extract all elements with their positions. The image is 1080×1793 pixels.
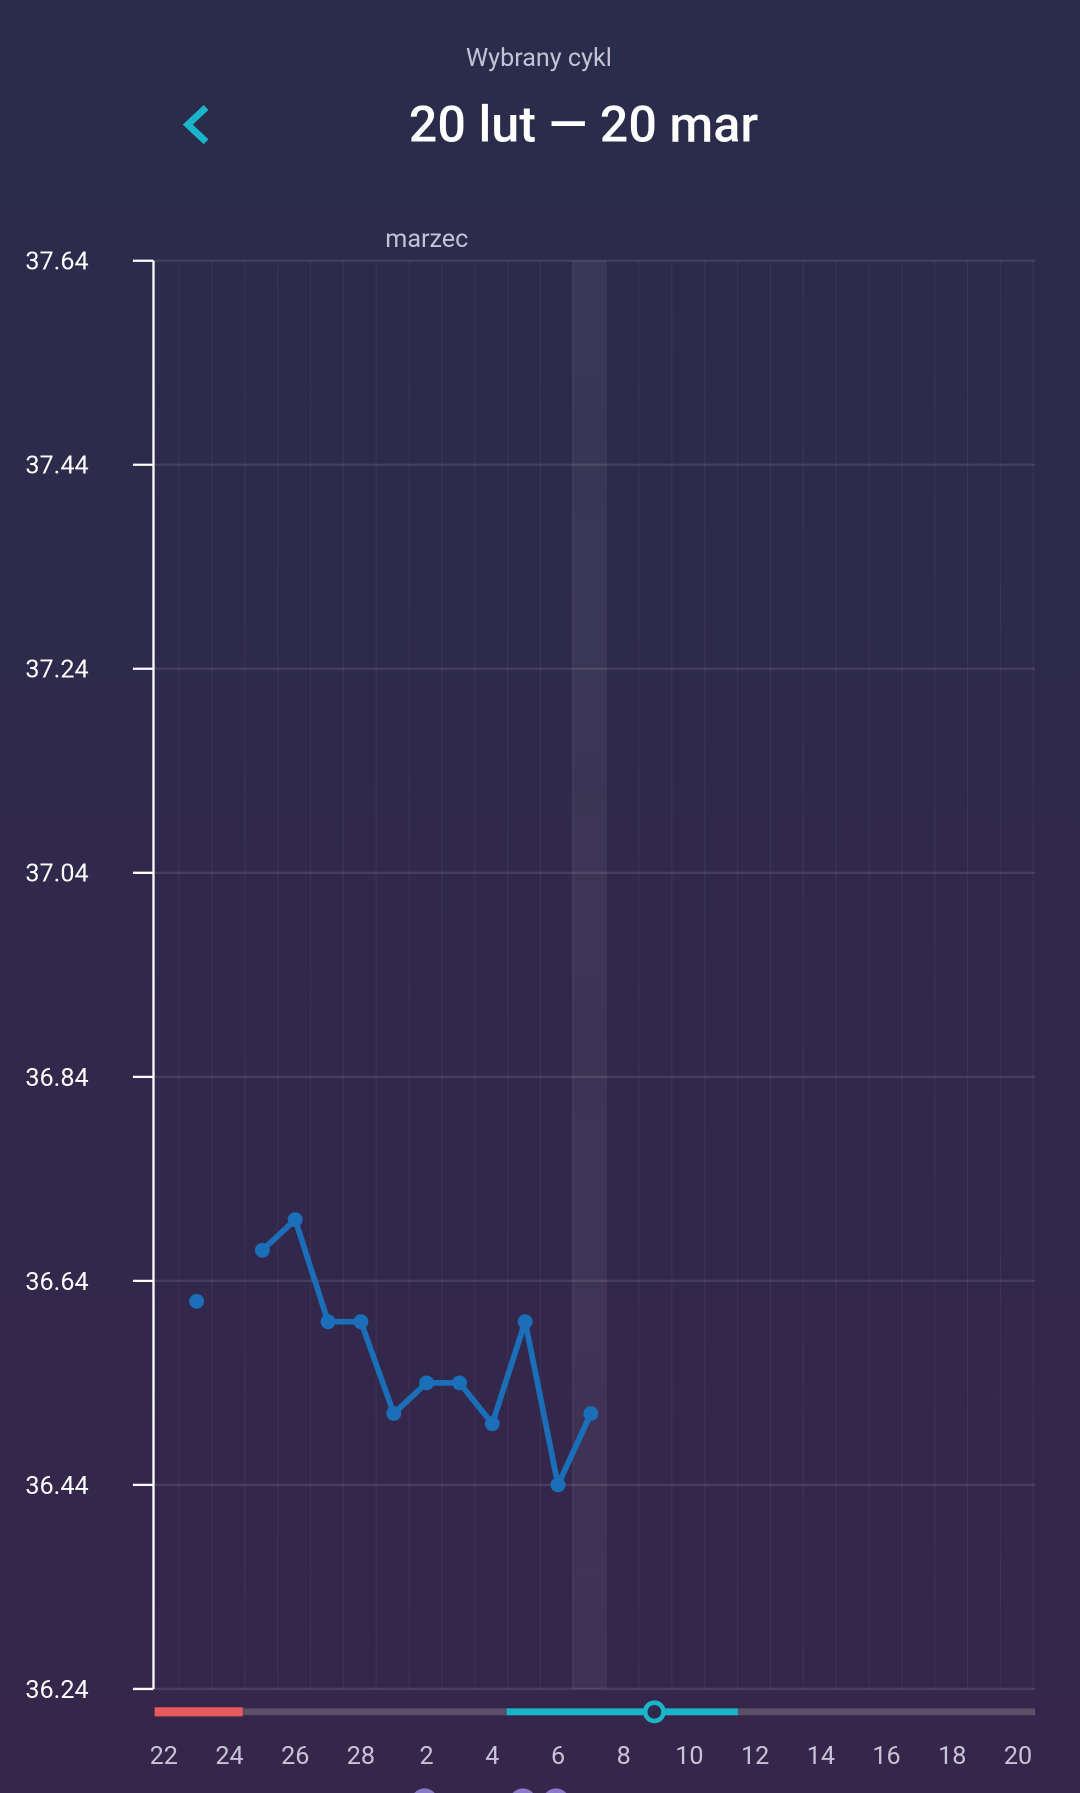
grid: 36.24 36.44 36.64 36.84 37.04 37.24 37.44 37.64 — [25, 248, 1036, 1705]
x-tick-label: 6 — [551, 1742, 565, 1771]
temperature-point — [189, 1293, 205, 1309]
temperature-point — [320, 1314, 336, 1330]
temperature-point — [484, 1416, 500, 1432]
y-tick-label: 37.04 — [25, 860, 88, 889]
period-bar — [154, 1707, 243, 1717]
x-labels: 22 24 26 28 2 4 6 8 10 12 14 16 18 20 — [150, 1742, 1032, 1771]
x-tick-label: 12 — [741, 1742, 769, 1771]
y-tick-label: 36.64 — [25, 1268, 88, 1297]
x-tick-label: 28 — [347, 1742, 375, 1771]
x-tick-label: 10 — [675, 1742, 703, 1771]
y-tick-label: 36.44 — [25, 1472, 88, 1501]
plot — [189, 1212, 599, 1493]
symptom-icon — [414, 1788, 435, 1793]
temperature-point — [386, 1406, 402, 1421]
subtitle: Wybrany cykl — [466, 44, 612, 73]
x-tick-label: 26 — [281, 1742, 309, 1771]
today-highlight — [572, 260, 607, 1689]
symptom-icon — [512, 1788, 534, 1793]
x-tick-label: 18 — [938, 1742, 966, 1771]
x-tick-label: 20 — [1004, 1742, 1032, 1771]
y-tick-label: 37.44 — [25, 452, 88, 481]
y-tick-label: 36.84 — [25, 1064, 88, 1093]
temperature-point — [517, 1314, 533, 1330]
temperature-point — [452, 1375, 467, 1391]
temperature-point — [583, 1406, 599, 1421]
fertile-bar — [506, 1708, 738, 1716]
month-label: marzec — [385, 225, 468, 254]
temperature-point — [254, 1242, 270, 1258]
y-tick-label: 36.24 — [25, 1676, 88, 1705]
x-tick-label: 22 — [150, 1742, 178, 1771]
temperature-point — [550, 1477, 566, 1493]
x-tick-label: 24 — [215, 1742, 243, 1771]
y-tick-label: 37.24 — [25, 656, 88, 685]
x-tick-label: 8 — [617, 1742, 631, 1771]
x-tick-label: 16 — [872, 1742, 900, 1771]
ovulation-marker — [642, 1700, 666, 1724]
y-tick-label: 37.64 — [25, 248, 88, 277]
x-tick-label: 2 — [420, 1742, 434, 1771]
temperature-point — [287, 1212, 303, 1228]
cycle-title: 20 lut — 20 mar — [409, 95, 759, 154]
x-tick-label: 4 — [485, 1742, 499, 1771]
temperature-point — [419, 1375, 435, 1391]
temperature-point — [353, 1314, 369, 1330]
x-tick-label: 14 — [807, 1742, 835, 1771]
symptom-icon — [545, 1788, 567, 1793]
back-button[interactable] — [182, 104, 209, 145]
